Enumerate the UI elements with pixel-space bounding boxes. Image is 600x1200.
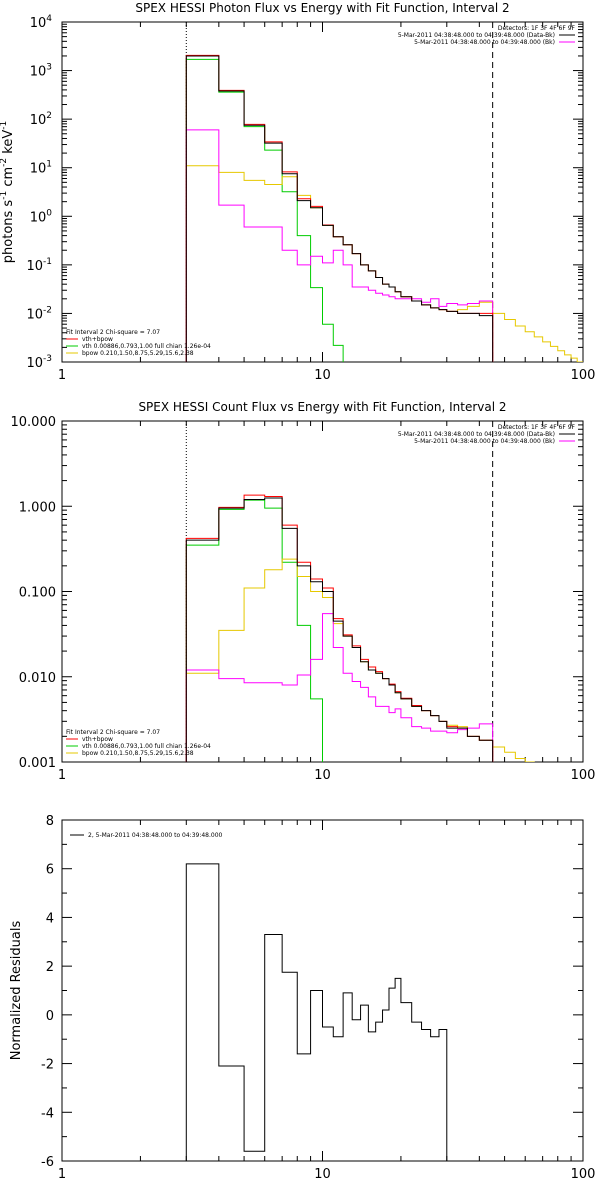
y-tick-label: 8 — [46, 814, 54, 829]
legend-fit-header: Fit Interval 2 Chi-square = 7.07 — [66, 729, 160, 736]
y-tick-label: 102 — [30, 111, 52, 128]
x-tick-label: 10 — [314, 768, 331, 783]
x-tick-label: 10 — [314, 1167, 331, 1182]
y-axis-label: Normalized Residuals — [9, 921, 24, 1061]
x-tick-label: 10 — [314, 368, 331, 383]
legend-residual-label: 2, 5-Mar-2011 04:38:48.000 to 04:39:48.0… — [88, 832, 223, 839]
series-background — [185, 613, 494, 762]
y-tick-label: 10.000 — [11, 415, 57, 430]
series-observed — [185, 497, 494, 762]
y-tick-label: 104 — [30, 14, 53, 31]
series-total-fit — [185, 54, 494, 362]
y-tick-label: 2 — [46, 960, 54, 975]
y-tick-label: 10-3 — [26, 354, 52, 371]
legend-vth-label: vth 0.00886,0.793,1.00 full chian 1.26e-… — [82, 343, 211, 350]
x-tick-label: 1 — [58, 368, 66, 383]
y-tick-label: -4 — [41, 1106, 54, 1121]
photon-flux-panel: SPEX HESSI Photon Flux vs Energy with Fi… — [0, 1, 595, 383]
y-tick-label: -2 — [41, 1058, 54, 1073]
legend-total-fit-label: vth+bpow — [82, 336, 113, 343]
legend-detectors: Detectors: 1F 3F 4F 6F 9F — [498, 424, 576, 431]
series-total-fit — [185, 494, 494, 762]
chart-title: SPEX HESSI Photon Flux vs Energy with Fi… — [135, 1, 509, 15]
y-tick-label: 10-1 — [26, 257, 52, 274]
series-bpow — [492, 312, 583, 362]
x-tick-label: 100 — [571, 368, 596, 383]
legend-detectors: Detectors: 1F 3F 4F 6F 9F — [498, 25, 576, 32]
series-observed — [185, 55, 494, 362]
legend-fit-header: Fit Interval 2 Chi-square = 7.07 — [66, 329, 160, 336]
plot-area — [185, 863, 448, 1161]
series-vth — [185, 58, 344, 362]
y-tick-label: 0 — [46, 1009, 54, 1024]
y-tick-label: -6 — [41, 1155, 54, 1170]
residuals-panel: 1 10 100 -6 -4 -2 0 2 4 6 8 Normalized Residuals 2, … — [9, 814, 595, 1182]
y-tick-label: 1.000 — [19, 500, 56, 515]
series-bpow — [492, 746, 535, 762]
y-tick-label: 0.001 — [19, 756, 56, 771]
series-bpow — [185, 558, 494, 762]
legend-bpow-label: bpow 0.210,1.50,8.75,5.29,15.6,2.38 — [82, 750, 194, 757]
y-tick-label: 6 — [46, 863, 54, 878]
y-tick-label: 103 — [30, 63, 52, 80]
y-tick-label: 101 — [30, 160, 52, 177]
count-flux-panel: SPEX HESSI Count Flux vs Energy with Fit… — [11, 400, 596, 783]
y-tick-label: 4 — [46, 911, 54, 926]
legend-background-label: 5-Mar-2011 04:38:48.000 to 04:39:48.000 … — [414, 438, 555, 445]
plot-area — [185, 421, 535, 762]
x-tick-label: 100 — [571, 1167, 596, 1182]
legend-bpow-label: bpow 0.210,1.50,8.75,5.29,15.6,2.38 — [82, 350, 194, 357]
y-tick-label: 0.100 — [19, 586, 56, 601]
y-tick-label: 0.010 — [19, 671, 56, 686]
plot-area — [185, 22, 583, 362]
y-tick-label: 10-2 — [26, 305, 52, 322]
x-tick-label: 1 — [58, 1167, 66, 1182]
y-tick-label: 100 — [30, 208, 53, 225]
x-tick-label: 1 — [58, 768, 66, 783]
legend-data-label: 5-Mar-2011 04:38:48.000 to 04:39:48.000 … — [398, 32, 555, 39]
y-axis-label: photons s-1 cm-2 keV-1 — [0, 121, 16, 263]
legend-data-label: 5-Mar-2011 04:38:48.000 to 04:39:48.000 … — [398, 431, 555, 438]
series-observed — [185, 863, 448, 1161]
chart-title: SPEX HESSI Count Flux vs Energy with Fit… — [138, 400, 506, 414]
series-background — [185, 129, 494, 362]
x-tick-label: 100 — [571, 768, 596, 783]
legend-background-label: 5-Mar-2011 04:38:48.000 to 04:39:48.000 … — [414, 39, 555, 46]
legend-vth-label: vth 0.00886,0.793,1.00 full chian 1.26e-… — [82, 743, 211, 750]
legend-total-fit-label: vth+bpow — [82, 736, 113, 743]
